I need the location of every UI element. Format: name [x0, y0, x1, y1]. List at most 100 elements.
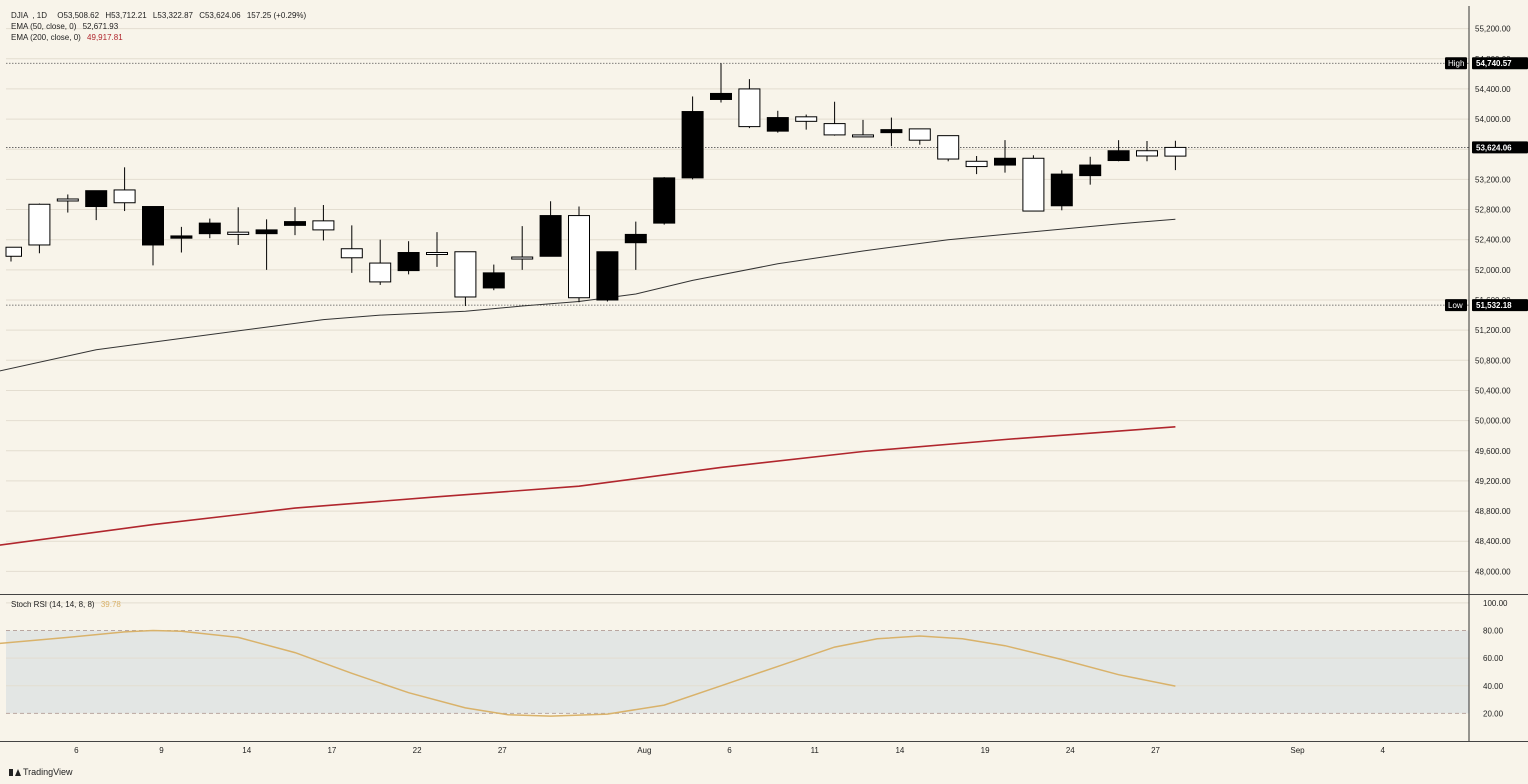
candle-body — [227, 231, 250, 235]
time-tick-label: Aug — [637, 746, 651, 755]
candle-body — [624, 233, 647, 244]
candle — [1136, 140, 1158, 162]
candle-body — [284, 221, 306, 226]
candle — [624, 221, 647, 270]
candle — [1164, 140, 1187, 171]
candle — [198, 218, 221, 239]
ema50-label: EMA (50, close, 0) — [11, 22, 77, 31]
candle-body — [1136, 150, 1158, 157]
price-tick-label: 49,200.00 — [1475, 477, 1511, 486]
candle — [1107, 140, 1130, 162]
high-price-tag: 54,740.57 — [1472, 57, 1528, 70]
low-label-pill: Low — [1445, 299, 1467, 312]
price-tick-label: 48,800.00 — [1475, 507, 1511, 516]
candle-body — [596, 251, 619, 301]
candle-body — [823, 123, 846, 136]
rsi-tick-label: 100.00 — [1483, 599, 1508, 608]
candle-body — [994, 157, 1016, 166]
price-tick-label: 55,200.00 — [1475, 25, 1511, 34]
legend-symbol[interactable]: DJIA, 1D — [11, 11, 48, 20]
candle-body — [113, 189, 136, 204]
price-tick-label: 52,000.00 — [1475, 266, 1511, 275]
candle — [1079, 156, 1102, 185]
candle — [710, 63, 732, 103]
candle — [965, 156, 988, 175]
legend-change: 157.25 (+0.29%) — [246, 11, 307, 20]
low-price-tag: 51,532.18 — [1472, 299, 1528, 312]
candle-body — [766, 117, 789, 132]
time-tick-label: 14 — [895, 746, 904, 755]
candle — [227, 207, 250, 245]
time-tick-label: 14 — [242, 746, 251, 755]
ema50-legend[interactable]: EMA (50, close, 0) 52,671.93 — [11, 22, 122, 31]
rsi-tick-label: 80.00 — [1483, 627, 1504, 636]
ema200-legend[interactable]: EMA (200, close, 0) 49,917.81 — [11, 33, 127, 42]
candle — [482, 264, 505, 291]
legend-high: H53,712.21 — [105, 11, 147, 20]
ema200-value: 49,917.81 — [87, 33, 123, 42]
rsi-tick-label: 40.00 — [1483, 682, 1504, 691]
price-tick-label: 52,800.00 — [1475, 206, 1511, 215]
stoch-rsi-legend[interactable]: Stoch RSI (14, 14, 8, 8) 39.78 — [11, 600, 125, 609]
candle-body — [880, 129, 903, 134]
time-tick-label: Sep — [1290, 746, 1305, 755]
candle-body — [426, 252, 448, 256]
candle — [28, 203, 51, 254]
rsi-tick-label: 60.00 — [1483, 654, 1504, 663]
candle — [880, 117, 903, 147]
price-tick-label: 49,600.00 — [1475, 447, 1511, 456]
time-tick-label: 24 — [1066, 746, 1075, 755]
time-tick-label: 17 — [327, 746, 336, 755]
price-tick-label: 50,000.00 — [1475, 417, 1511, 426]
price-tick-label: 54,400.00 — [1475, 85, 1511, 94]
candle-body — [312, 220, 335, 231]
low-price-tag-box — [1472, 299, 1528, 312]
axes: 55,200.0054,800.0054,400.0054,000.0053,6… — [0, 6, 1528, 755]
candle-body — [340, 248, 363, 259]
candle — [255, 219, 278, 270]
time-tick-label: 22 — [413, 746, 422, 755]
candle — [369, 239, 392, 285]
price-tick-label: 50,400.00 — [1475, 386, 1511, 395]
candle — [738, 79, 761, 129]
candle-body — [397, 252, 420, 272]
low-label-pill-box — [1445, 299, 1467, 312]
candle — [511, 226, 534, 270]
candle-body — [852, 134, 874, 138]
candle-body — [653, 177, 676, 224]
ohlc-legend: DJIA, 1D O53,508.62 H53,712.21 L53,322.8… — [11, 11, 310, 20]
candle — [142, 206, 164, 266]
candle-body — [1022, 157, 1045, 212]
candle — [340, 225, 363, 273]
stoch-rsi-label: Stoch RSI (14, 14, 8, 8) — [11, 600, 95, 609]
candle-body — [965, 160, 988, 168]
price-tick-label: 53,200.00 — [1475, 175, 1511, 184]
legend-low: L53,322.87 — [152, 11, 193, 20]
tradingview-brand[interactable]: TradingView — [9, 767, 73, 777]
candle-body — [908, 128, 931, 141]
ema200-line — [0, 426, 1176, 546]
last-price-tag: 53,624.06 — [1472, 141, 1528, 154]
stoch-rsi-value: 39.78 — [100, 600, 121, 609]
high-label-pill-box — [1445, 57, 1467, 70]
rsi-tick-label: 20.00 — [1483, 709, 1504, 718]
candle — [823, 101, 846, 136]
candle — [426, 232, 448, 267]
time-tick-label: 27 — [498, 746, 507, 755]
candle — [312, 205, 335, 241]
candle-body — [1079, 164, 1102, 177]
legend-open: O53,508.62 — [57, 11, 100, 20]
candle — [170, 226, 193, 253]
high-label-pill-text: High — [1448, 59, 1464, 68]
ema200-label: EMA (200, close, 0) — [11, 33, 81, 42]
time-tick-label: 19 — [981, 746, 990, 755]
candle — [85, 190, 108, 221]
candle — [284, 207, 306, 236]
high-label-pill: High — [1445, 57, 1467, 70]
candle-body — [1107, 150, 1130, 162]
candle-body — [482, 272, 505, 289]
high-price-tag-box — [1472, 57, 1528, 70]
candle — [994, 140, 1016, 173]
brand-name: TradingView — [23, 767, 73, 777]
